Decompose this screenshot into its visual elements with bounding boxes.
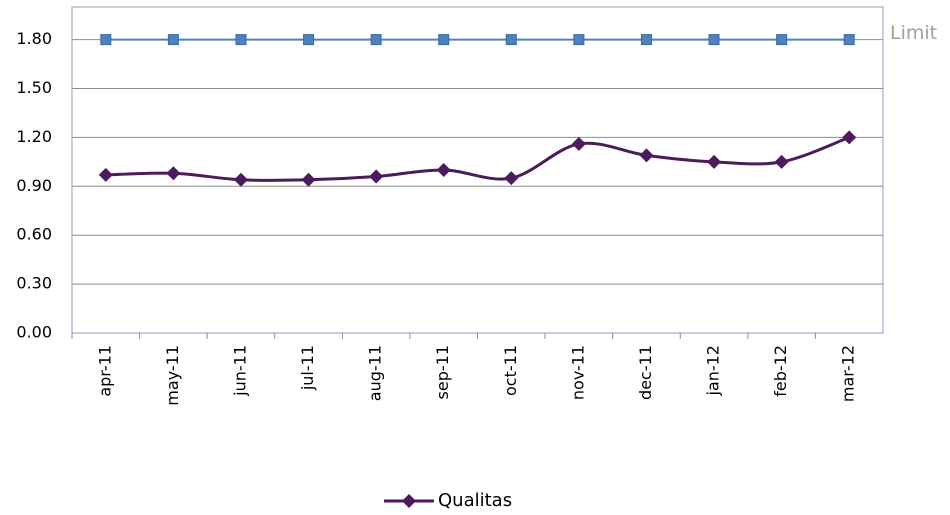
y-tick-label: 1.80: [16, 29, 52, 48]
marker: [707, 154, 722, 169]
marker: [167, 34, 179, 46]
x-tick-label: apr-11: [95, 345, 114, 397]
x-tick-label: nov-11: [568, 345, 587, 400]
x-tick-label: aug-11: [366, 345, 385, 401]
legend-marker: [402, 494, 416, 508]
x-tick-label: feb-12: [771, 345, 790, 397]
marker: [505, 34, 517, 46]
marker: [438, 34, 450, 46]
marker: [235, 34, 247, 46]
y-tick-label: 1.50: [16, 78, 52, 97]
y-tick-label: 0.00: [16, 323, 52, 342]
x-tick-label: jan-12: [704, 345, 723, 397]
marker: [708, 34, 720, 46]
y-tick-label: 0.30: [16, 274, 52, 293]
x-tick-label: jul-11: [298, 345, 317, 391]
marker: [436, 163, 451, 177]
x-tick-label: mar-12: [839, 345, 858, 402]
marker: [303, 34, 315, 46]
x-tick-label: jun-11: [230, 345, 249, 397]
marker: [842, 130, 857, 145]
y-tick-label: 0.90: [16, 176, 52, 195]
x-tick-label: oct-11: [501, 345, 520, 396]
marker: [233, 172, 248, 187]
marker: [370, 34, 382, 46]
series-label: Limit: [890, 22, 937, 44]
marker: [504, 171, 519, 186]
marker: [301, 172, 316, 187]
y-tick-label: 1.20: [16, 127, 52, 146]
series-line: [105, 135, 850, 182]
marker: [640, 34, 652, 46]
marker: [774, 154, 789, 169]
marker: [98, 167, 113, 182]
x-tick-label: may-11: [163, 345, 182, 406]
marker: [776, 34, 788, 46]
marker: [571, 136, 586, 151]
marker: [843, 34, 855, 46]
marker: [573, 34, 585, 46]
legend-label: Qualitas: [438, 490, 512, 511]
marker: [369, 169, 384, 184]
x-tick-label: sep-11: [433, 345, 452, 399]
y-tick-label: 0.60: [16, 225, 52, 244]
marker: [166, 166, 181, 181]
marker: [100, 34, 112, 46]
x-tick-label: dec-11: [636, 345, 655, 400]
marker: [639, 148, 654, 163]
